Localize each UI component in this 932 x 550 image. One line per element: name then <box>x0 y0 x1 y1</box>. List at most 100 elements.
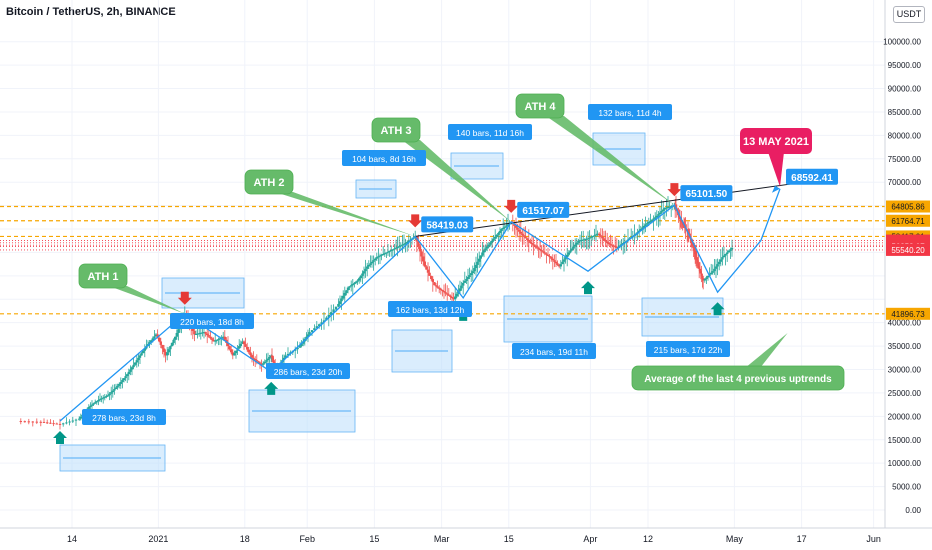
bar-range-box <box>388 301 472 317</box>
bar-range-box <box>448 124 532 140</box>
price-candle-body <box>556 263 559 265</box>
price-candle-body <box>98 399 102 401</box>
price-candle-body <box>223 336 226 340</box>
price-candle-body <box>572 246 575 249</box>
price-candle-body <box>660 211 663 213</box>
price-candle-body <box>695 257 698 261</box>
price-candle-body <box>577 240 580 243</box>
ath-callout-pointer <box>275 192 416 237</box>
price-candle-body <box>441 289 444 292</box>
price-candle-body <box>367 264 370 267</box>
price-candle-body <box>402 243 406 245</box>
price-tick-label: 90000.00 <box>888 85 922 94</box>
price-candle-body <box>150 340 153 343</box>
price-candle-body <box>425 266 428 270</box>
price-candle-body <box>516 227 519 230</box>
price-candle-body <box>574 244 577 247</box>
price-candle-body <box>423 261 426 267</box>
price-candle-body <box>156 334 159 338</box>
bar-range-label: 162 bars, 13d 12h <box>396 305 465 315</box>
price-marker-label: 68592.41 <box>791 173 833 184</box>
price-candle-body <box>418 246 422 252</box>
price-candle-body <box>452 298 455 300</box>
price-candle-body <box>606 241 609 244</box>
bar-range-label: 220 bars, 18d 8h <box>180 317 244 327</box>
ath-callout-box <box>371 117 421 143</box>
average-note-pointer <box>745 333 788 368</box>
price-candle-body <box>255 360 258 362</box>
price-candle-body <box>153 336 156 339</box>
bar-range-label: 140 bars, 11d 16h <box>456 128 524 138</box>
price-candle-body <box>346 287 350 291</box>
price-candle-body <box>655 215 658 218</box>
price-candle-body <box>271 357 274 361</box>
price-candle-body <box>46 422 49 424</box>
price-candle-body <box>108 393 111 396</box>
ath-callout-label: ATH 2 <box>254 177 285 189</box>
price-candle-body <box>300 343 303 347</box>
price-candle-body <box>121 380 124 382</box>
price-candle-body <box>719 259 722 262</box>
price-candle-body <box>308 332 311 335</box>
price-candle-body <box>666 207 670 209</box>
price-candle-body <box>716 264 719 267</box>
price-candle-body <box>654 217 657 219</box>
price-candle-body <box>697 263 700 267</box>
price-candle-body <box>130 367 134 370</box>
price-candle-body <box>19 421 22 423</box>
price-candle-body <box>174 336 177 340</box>
price-candle-body <box>524 236 527 239</box>
price-candle-body <box>372 260 375 262</box>
price-candle-body <box>206 333 209 336</box>
price-candle-body <box>647 221 650 224</box>
price-candle-body <box>550 257 553 259</box>
currency-unit-button[interactable]: USDT <box>893 6 925 23</box>
price-candle-body <box>710 272 713 275</box>
price-candle-body <box>601 236 604 239</box>
price-candle-body <box>657 214 660 216</box>
time-tick-label: Jun <box>866 534 881 544</box>
price-level-label: 41896.73 <box>891 310 925 319</box>
price-candle-body <box>222 336 225 338</box>
price-candle-body <box>263 361 266 364</box>
time-tick-label: 12 <box>643 534 653 544</box>
price-candle-body <box>231 352 234 356</box>
price-candle-body <box>561 261 564 265</box>
price-candle-body <box>514 225 518 228</box>
price-candle-body <box>458 288 462 292</box>
price-candle-body <box>361 273 364 276</box>
price-candle-body <box>393 248 396 250</box>
price-candle-body <box>62 423 65 425</box>
price-candle-body <box>207 335 210 337</box>
date-callout-box <box>740 128 812 154</box>
price-candle-body <box>159 341 162 345</box>
price-candle-body <box>588 237 591 239</box>
price-marker-box <box>680 185 733 202</box>
resistance-trendline <box>415 181 805 237</box>
price-tick-label: 100000.00 <box>883 38 921 47</box>
price-candle-body <box>122 378 126 381</box>
price-candle-body <box>212 339 215 342</box>
price-candle-body <box>241 341 244 344</box>
price-candle-body <box>230 349 233 353</box>
price-candle-body <box>262 363 265 365</box>
price-candle-body <box>730 247 734 250</box>
price-candle-body <box>553 260 556 262</box>
price-candle-body <box>58 423 62 425</box>
price-candle-body <box>724 253 727 256</box>
price-candle-body <box>95 401 98 403</box>
price-candle-body <box>129 369 132 372</box>
price-candle-body <box>650 219 654 221</box>
price-candle-body <box>446 293 449 295</box>
price-candle-body <box>97 399 100 402</box>
price-candle-body <box>444 292 447 294</box>
price-candle-body <box>399 245 402 247</box>
price-candle-body <box>729 249 732 251</box>
price-candle-body <box>701 275 704 279</box>
ath-callout-label: ATH 4 <box>525 101 557 113</box>
price-candle-body <box>670 206 673 208</box>
price-tick-label: 0.00 <box>905 506 921 515</box>
price-candle-body <box>590 236 593 238</box>
